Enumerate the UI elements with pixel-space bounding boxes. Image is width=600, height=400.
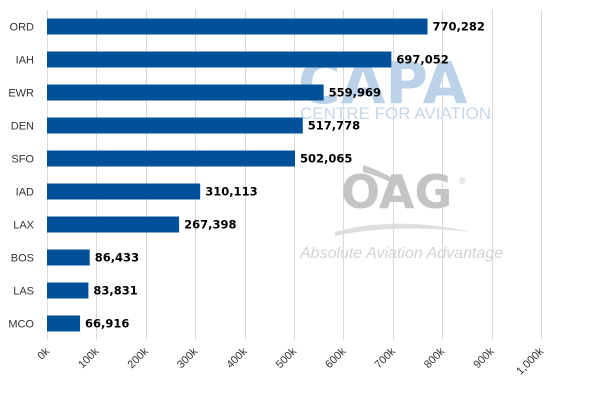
data-label-den: 517,778 [308,119,360,133]
bar-iah [47,51,392,68]
bar-las [47,282,89,299]
x-tick-label-2: 200k [126,345,152,371]
data-labels: 770,282 697,052 559,969 517,778 502,065 310,1… [85,20,485,331]
bar-ewr [47,84,324,101]
category-label-iah: IAH [16,55,34,67]
data-label-iah: 697,052 [396,53,448,67]
x-tick-label-4: 400k [224,345,250,371]
category-labels: ORD IAH EWR DEN SFO IAD LAX BOS LAS MCO [8,22,34,331]
oag-watermark: OAG ® Absolute Aviation Advantage [299,165,503,262]
x-tick-label-0: 0k [35,345,52,362]
x-tick-label-7: 700k [373,345,399,371]
oag-logo-text: OAG [341,165,452,219]
capa-subtitle: CENTRE FOR AVIATION [300,104,491,123]
data-label-ord: 770,282 [433,20,485,34]
category-label-iad: IAD [16,187,34,199]
bar-lax [47,216,180,233]
x-tick-label-1: 100k [76,345,102,371]
x-tick-label-9: 900k [471,345,497,371]
oag-registered-mark: ® [459,176,466,186]
category-label-las: LAS [13,286,34,298]
x-tick-label-6: 600k [323,345,349,371]
oag-tagline: Absolute Aviation Advantage [299,245,503,262]
category-label-bos: BOS [11,253,34,265]
oag-underline-icon [335,223,470,236]
bar-sfo [47,150,296,167]
bars [47,18,428,332]
category-label-ewr: EWR [8,88,34,100]
x-tick-label-8: 800k [422,345,448,371]
bar-bos [47,249,90,266]
category-label-den: DEN [11,121,34,133]
data-label-lax: 267,398 [184,218,236,232]
data-label-las: 83,831 [93,284,137,298]
category-label-ord: ORD [10,22,35,34]
x-tick-label-10: 1,000k [514,345,546,377]
bar-iad [47,183,201,200]
bar-ord [47,18,428,35]
bar-mco [47,315,81,332]
oag-swoosh-icon [363,165,405,190]
data-label-iad: 310,113 [205,185,257,199]
data-label-ewr: 559,969 [329,86,381,100]
category-label-mco: MCO [8,319,34,331]
category-label-lax: LAX [13,220,34,232]
category-label-sfo: SFO [11,154,34,166]
x-tick-label-5: 500k [274,345,300,371]
x-tick-label-3: 300k [175,345,201,371]
x-axis-tick-labels: 0k 100k 200k 300k 400k 500k 600k 700k 800k 900k 1,… [35,345,546,377]
data-label-mco: 66,916 [85,317,129,331]
data-label-bos: 86,433 [95,251,139,265]
data-label-sfo: 502,065 [300,152,352,166]
bar-den [47,117,303,134]
